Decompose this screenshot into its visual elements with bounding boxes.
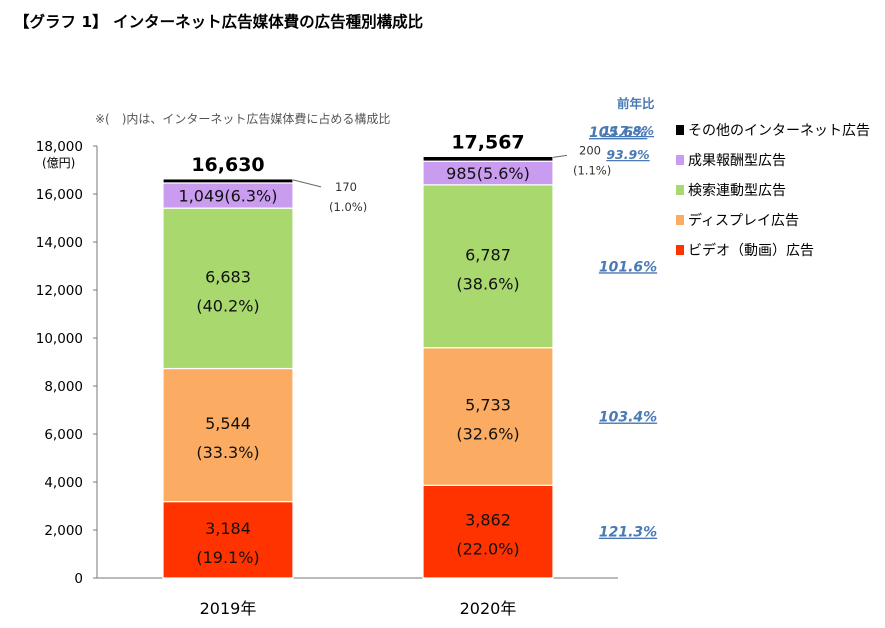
chart-title: 【グラフ 1】 インターネット広告媒体費の広告種別構成比 — [14, 13, 424, 31]
segment-value-label: 985(5.6%) — [446, 164, 530, 183]
bar-total-label: 16,630 — [191, 154, 264, 176]
bar-segment — [422, 155, 554, 162]
chart-note: ※( )内は、インターネット広告媒体費に占める構成比 — [95, 111, 390, 126]
y-axis-unit: (億円) — [42, 156, 75, 170]
segment-value-label: 3,862 — [465, 511, 511, 530]
segment-value-label: 5,544 — [205, 414, 251, 433]
segment-pct-label: (40.2%) — [196, 296, 259, 315]
yoy-header: 前年比 — [617, 96, 655, 111]
bar-segment — [422, 347, 554, 486]
callout-value-label: 170 — [335, 180, 357, 194]
y-tick-label: 14,000 — [36, 235, 83, 251]
segment-pct-label: (33.3%) — [196, 443, 259, 462]
segment-pct-label: (38.6%) — [456, 274, 519, 293]
callout-pct-label: (1.1%) — [573, 163, 611, 177]
y-tick-label: 10,000 — [36, 331, 83, 347]
bar-segment — [162, 207, 294, 370]
legend-swatch — [676, 215, 684, 225]
yoy-label: 101.6% — [599, 259, 657, 275]
bar-segment — [162, 367, 294, 503]
y-tick-label: 4,000 — [44, 475, 83, 491]
segment-value-label: 6,683 — [205, 267, 251, 286]
yoy-total-label: 105.6% — [589, 125, 647, 141]
bar-segment — [162, 178, 294, 184]
segment-pct-label: (22.0%) — [456, 540, 519, 559]
y-tick-label: 18,000 — [36, 139, 83, 155]
legend-label: その他のインターネット広告 — [688, 123, 870, 139]
y-tick-label: 16,000 — [36, 187, 83, 203]
y-tick-label: 12,000 — [36, 283, 83, 299]
legend-swatch — [676, 125, 684, 135]
y-tick-label: 2,000 — [44, 523, 83, 539]
legend-swatch — [676, 185, 684, 195]
y-tick-label: 8,000 — [44, 379, 83, 395]
y-tick-label: 6,000 — [44, 427, 83, 443]
x-category-label: 2019年 — [200, 599, 257, 618]
yoy-label: 93.9% — [606, 147, 649, 162]
segment-pct-label: (32.6%) — [456, 425, 519, 444]
legend-swatch — [676, 245, 684, 255]
legend-label: 検索連動型広告 — [688, 182, 786, 199]
segment-pct-label: (19.1%) — [196, 548, 259, 567]
segment-value-label: 5,733 — [465, 396, 511, 415]
legend-label: ビデオ（動画）広告 — [688, 242, 814, 259]
bar-segment — [422, 184, 554, 349]
segment-value-label: 6,787 — [465, 245, 511, 264]
bar-segment — [162, 500, 294, 579]
bar-total-label: 17,567 — [451, 131, 524, 153]
callout-line — [552, 154, 568, 158]
segment-value-label: 1,049(6.3%) — [179, 187, 278, 206]
legend-label: 成果報酬型広告 — [688, 153, 786, 169]
bar-segment — [422, 484, 554, 579]
bar-segment — [162, 182, 294, 209]
segment-value-label: 3,184 — [205, 519, 251, 538]
yoy-label: 121.3% — [599, 525, 657, 541]
callout-value-label: 200 — [579, 143, 601, 157]
callout-line — [292, 179, 322, 188]
callout-pct-label: (1.0%) — [329, 200, 367, 214]
x-category-label: 2020年 — [460, 599, 517, 618]
yoy-label: 117.8% — [602, 123, 654, 138]
legend-label: ディスプレイ広告 — [688, 212, 799, 229]
legend-swatch — [676, 155, 684, 165]
yoy-label: 103.4% — [599, 410, 657, 426]
y-tick-label: 0 — [74, 571, 83, 587]
